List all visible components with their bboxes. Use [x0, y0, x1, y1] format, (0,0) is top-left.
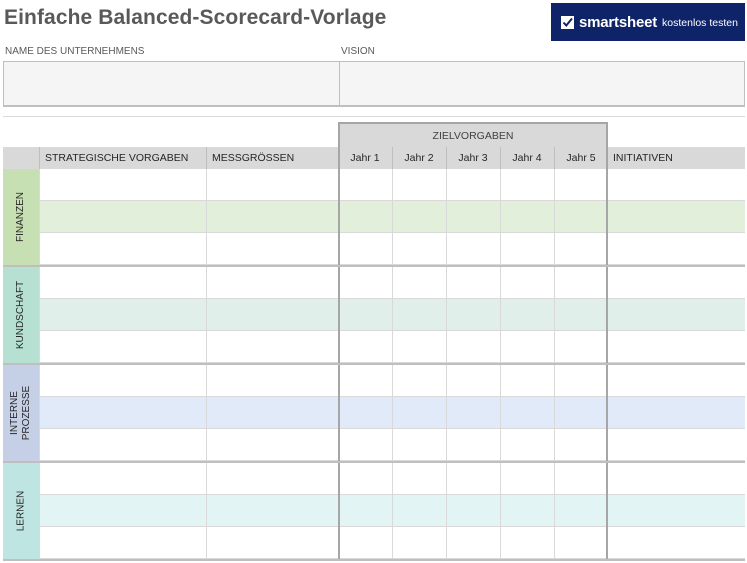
vision-field[interactable]: [340, 61, 745, 107]
col-year-3-header: Jahr 3: [458, 152, 488, 164]
company-name-label: NAME DES UNTERNEHMENS: [5, 46, 145, 57]
col-strategic-header: STRATEGISCHE VORGABEN: [45, 152, 189, 164]
column-divider: [606, 169, 608, 265]
section-label-cell: INTERNE PROZESSE: [3, 365, 39, 461]
section-label-cell: LERNEN: [3, 463, 39, 559]
column-divider: [606, 267, 608, 363]
scorecard-grid: FINANZEN KUNDSCHAFT INTERNE PROZESSE LERNEN: [3, 169, 745, 561]
column-divider: [446, 463, 447, 559]
section-label: INTERNE PROZESSE: [9, 385, 32, 441]
column-divider: [554, 267, 555, 363]
column-divider: [206, 463, 207, 559]
column-divider: [392, 169, 393, 265]
column-divider: [554, 463, 555, 559]
column-divider: [500, 463, 501, 559]
column-divider: [338, 169, 340, 265]
header-divider: [392, 147, 393, 169]
vision-label: VISION: [341, 46, 375, 57]
column-divider: [500, 267, 501, 363]
banner-cta[interactable]: kostenlos testen: [662, 17, 738, 29]
column-divider: [39, 267, 40, 363]
smartsheet-check-icon: [561, 15, 574, 29]
banner-brand: smartsheet: [579, 13, 658, 31]
col-year-4-header: Jahr 4: [512, 152, 542, 164]
column-divider: [606, 463, 608, 559]
section-1: FINANZEN: [3, 169, 745, 265]
col-year-1-header: Jahr 1: [350, 152, 380, 164]
header-divider: [606, 147, 608, 169]
column-divider: [392, 365, 393, 461]
column-divider: [39, 169, 40, 265]
column-divider: [446, 365, 447, 461]
header-divider: [500, 147, 501, 169]
header-divider: [206, 147, 207, 169]
column-divider: [206, 267, 207, 363]
company-name-field[interactable]: [3, 61, 340, 107]
column-divider: [500, 365, 501, 461]
header-divider: [446, 147, 447, 169]
grid-top-line: [3, 116, 745, 117]
targets-header: ZIELVORGABEN: [338, 122, 608, 147]
column-divider: [446, 169, 447, 265]
column-divider: [392, 463, 393, 559]
section-2: KUNDSCHAFT: [3, 267, 745, 363]
col-year-2-header: Jahr 2: [404, 152, 434, 164]
column-divider: [338, 267, 340, 363]
column-divider: [39, 463, 40, 559]
column-divider: [500, 169, 501, 265]
section-3: INTERNE PROZESSE: [3, 365, 745, 461]
column-divider: [392, 267, 393, 363]
section-separator: [3, 559, 745, 561]
section-label-cell: KUNDSCHAFT: [3, 267, 39, 363]
column-divider: [206, 169, 207, 265]
header-divider: [554, 147, 555, 169]
col-year-5-header: Jahr 5: [566, 152, 596, 164]
section-label: LERNEN: [15, 490, 27, 532]
section-separator: [3, 265, 745, 267]
header-divider: [39, 147, 40, 169]
col-initiatives-header: INITIATIVEN: [613, 152, 673, 164]
section-label: KUNDSCHAFT: [15, 280, 26, 350]
column-divider: [554, 169, 555, 265]
column-divider: [206, 365, 207, 461]
section-label-cell: FINANZEN: [3, 169, 39, 265]
page-title: Einfache Balanced-Scorecard-Vorlage: [4, 6, 387, 29]
column-divider: [39, 365, 40, 461]
column-divider: [606, 365, 608, 461]
section-4: LERNEN: [3, 463, 745, 559]
col-measures-header: MESSGRÖSSEN: [212, 152, 295, 164]
section-separator: [3, 461, 745, 463]
column-divider: [446, 267, 447, 363]
section-separator: [3, 363, 745, 365]
column-divider: [554, 365, 555, 461]
smartsheet-banner[interactable]: smartsheet kostenlos testen: [551, 3, 745, 41]
column-divider: [338, 463, 340, 559]
column-header-row: STRATEGISCHE VORGABEN MESSGRÖSSEN Jahr 1…: [3, 147, 745, 169]
section-label: FINANZEN: [15, 192, 26, 242]
column-divider: [338, 365, 340, 461]
header-divider: [338, 147, 340, 169]
